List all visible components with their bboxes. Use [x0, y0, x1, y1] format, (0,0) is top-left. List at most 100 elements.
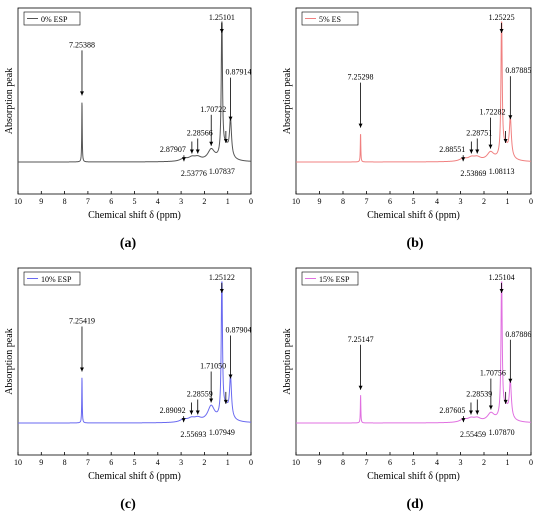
peak-marker: 0.87914 — [226, 68, 252, 121]
spectrum-line — [296, 281, 532, 424]
x-tick-label: 10 — [14, 458, 22, 467]
x-tick-label: 3 — [459, 458, 463, 467]
x-tick-label: 2 — [202, 458, 206, 467]
peak-label: 2.28559 — [187, 389, 213, 398]
x-tick-label: 1 — [506, 197, 510, 206]
peak-arrowhead — [219, 29, 224, 33]
peak-arrowhead — [508, 115, 513, 120]
panel-label: (d) — [406, 497, 423, 512]
peak-label: 1.07949 — [209, 428, 235, 437]
peak-arrowhead — [488, 405, 493, 410]
peak-label: 2.53869 — [460, 169, 486, 178]
peak-label: 1.08113 — [489, 167, 515, 176]
x-tick-label: 7 — [365, 197, 369, 206]
peak-label: 2.28751 — [466, 129, 492, 138]
peak-label: 1.71050 — [200, 361, 226, 370]
peak-marker: 1.07949 — [209, 391, 235, 437]
peak-arrowhead — [189, 410, 194, 415]
x-tick-label: 7 — [365, 458, 369, 467]
panel-label: (c) — [120, 497, 136, 512]
peak-arrowhead — [209, 398, 214, 403]
x-tick-label: 3 — [179, 458, 183, 467]
peak-arrowhead — [503, 139, 508, 143]
peak-label: 2.28539 — [466, 389, 492, 398]
peak-arrowhead — [79, 367, 84, 372]
peak-label: 2.53776 — [181, 169, 207, 178]
x-tick-label: 9 — [39, 458, 43, 467]
peak-marker: 7.25388 — [69, 40, 95, 96]
peak-arrowhead — [228, 374, 233, 379]
peak-arrowhead — [209, 141, 214, 146]
spectrum-line — [18, 21, 252, 163]
peak-marker: 0.87885 — [505, 66, 531, 120]
x-tick-label: 4 — [156, 458, 160, 467]
x-tick-label: 9 — [318, 458, 322, 467]
peak-label: 2.87605 — [439, 406, 465, 415]
peak-marker: 2.55693 — [180, 402, 206, 439]
legend-label: 15% ESP — [319, 275, 350, 284]
peak-label: 7.25147 — [348, 335, 374, 344]
peak-arrowhead — [503, 399, 508, 404]
peak-arrowhead — [468, 410, 473, 415]
peak-marker: 2.28539 — [466, 389, 492, 415]
peak-label: 1.07837 — [209, 167, 235, 176]
peak-label: 2.55693 — [180, 430, 206, 439]
peak-label: 7.25388 — [69, 40, 95, 49]
peak-label: 2.87907 — [160, 145, 186, 154]
peak-arrowhead — [181, 418, 186, 423]
y-axis-label: Absorption peak — [4, 328, 15, 394]
peak-arrowhead — [358, 123, 363, 128]
legend: 5% ES — [301, 11, 359, 26]
plot-frame — [295, 267, 532, 456]
x-tick-label: 6 — [109, 197, 113, 206]
panel-label: (a) — [120, 236, 137, 251]
peak-label: 1.25122 — [209, 273, 235, 282]
legend-label: 5% ES — [319, 15, 341, 24]
peak-arrowhead — [461, 157, 466, 162]
peak-marker: 1.25104 — [489, 273, 515, 293]
legend-box — [301, 271, 359, 286]
y-axis-label: Absorption peak — [4, 68, 15, 134]
x-tick-label: 2 — [482, 458, 486, 467]
x-tick-label: 5 — [412, 458, 416, 467]
peak-arrowhead — [499, 289, 504, 293]
panel-label: (b) — [406, 236, 423, 251]
peak-arrowhead — [488, 144, 493, 149]
peak-arrowhead — [475, 149, 480, 154]
legend-label: 10% ESP — [41, 275, 72, 284]
x-tick-label: 6 — [388, 458, 392, 467]
peak-marker: 1.25225 — [489, 13, 515, 33]
peak-arrowhead — [461, 418, 466, 423]
x-tick-label: 2 — [202, 197, 206, 206]
peak-label: 2.88551 — [439, 145, 465, 154]
legend-box — [23, 271, 81, 286]
x-tick-label: 0 — [529, 458, 533, 467]
peak-arrowhead — [469, 149, 474, 154]
peak-label: 0.87886 — [505, 330, 531, 339]
peak-marker: 0.87904 — [226, 326, 252, 379]
peak-marker: 2.53869 — [460, 141, 486, 178]
peak-marker: 2.28751 — [466, 129, 492, 154]
peak-label: 1.70722 — [200, 105, 226, 114]
peak-label: 7.25298 — [348, 73, 374, 82]
x-tick-label: 8 — [63, 197, 67, 206]
peak-arrowhead — [228, 116, 233, 121]
peak-arrowhead — [508, 378, 513, 383]
peak-marker: 1.25122 — [209, 273, 235, 293]
x-tick-label: 10 — [14, 197, 22, 206]
x-tick-label: 1 — [506, 458, 510, 467]
legend: 0% ESP — [23, 11, 81, 26]
peak-label: 1.70756 — [480, 369, 506, 378]
peak-marker: 2.87907 — [160, 145, 186, 162]
spectrum-line — [18, 281, 252, 424]
legend: 10% ESP — [23, 271, 81, 286]
peak-marker: 1.08113 — [489, 131, 515, 176]
peak-marker: 2.55459 — [460, 402, 486, 439]
peak-marker: 1.72282 — [480, 108, 506, 149]
legend-box — [301, 11, 359, 26]
peak-arrowhead — [195, 410, 200, 415]
x-tick-label: 3 — [459, 197, 463, 206]
